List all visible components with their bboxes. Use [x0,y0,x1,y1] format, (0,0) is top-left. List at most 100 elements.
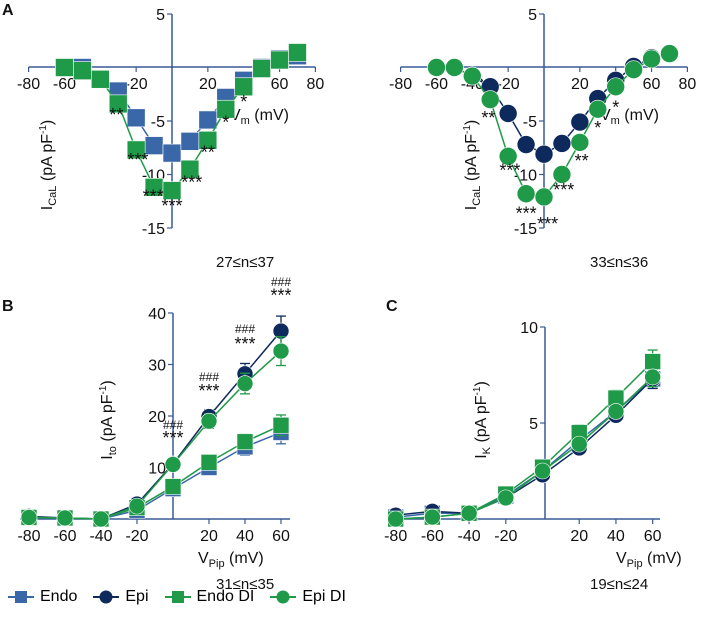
significance-stars: *** [553,180,574,200]
x-tick-label: 40 [607,528,625,545]
significance-stars: ** [481,108,495,128]
data-point-square [252,59,271,78]
square-marker-icon [164,591,191,603]
data-point-circle [497,489,515,507]
data-point-circle [534,187,554,207]
x-label-main: V [616,550,627,567]
legend-item-endo: Endo [8,588,77,606]
data-point-circle [498,147,518,166]
data-point-square [272,416,290,434]
data-point-circle [445,58,464,77]
data-point-square [198,130,218,150]
x-tick-label: -80 [17,528,40,545]
data-point-square [180,159,200,179]
y-axis-label: ICaL (pA pF-1) [38,120,59,210]
n-label-a-endo: 27≤n≤37 [216,254,275,271]
x-tick-label: 80 [679,76,697,93]
data-point-circle [427,58,446,77]
y-axis-label: IK (pA pF-1) [472,381,493,459]
x-tick-label: 20 [570,528,588,545]
significance-stars: *** [143,186,164,206]
y-label-sub: to [107,446,119,455]
x-tick-label: -60 [53,528,76,545]
y-label-end: ) [99,380,116,385]
y-label-unit: (pA pF [463,134,480,186]
data-point-circle [460,504,478,522]
significance-stars: *** [198,381,219,401]
x-tick-label: 60 [643,76,661,93]
data-point-square [164,478,182,495]
series-endo-di [55,43,307,200]
y-tick-label: 5 [528,7,537,24]
x-label-unit: (mV) [620,107,659,124]
data-point-circle [272,342,290,360]
x-tick-label: 60 [644,528,662,545]
legend-label: Endo DI [196,588,255,605]
significance-stars: * [240,92,247,112]
y-tick-label: 40 [148,306,166,323]
x-label-main: V [198,550,209,567]
x-tick-label: -20 [125,76,148,93]
x-label-sub: m [241,115,250,127]
y-label-end: ) [39,120,56,125]
y-label-end: ) [473,381,490,386]
significance-stars: *** [516,203,537,223]
significance-stars: *** [270,286,291,306]
data-point-square [198,110,218,130]
y-tick-label: 10 [520,320,538,337]
series-epi-di [20,336,290,528]
y-label-end: ) [463,120,480,125]
y-label-sub: K [481,446,493,454]
data-point-square [108,94,128,114]
n-label-c: 19≤n≤24 [590,576,649,593]
data-point-circle [516,184,536,204]
data-point-square [216,99,236,119]
data-point-square [180,132,200,151]
y-tick-label: 30 [148,358,166,375]
x-tick-label: 40 [236,528,254,545]
significance-hash: ### [235,322,255,336]
data-point-circle [534,462,551,480]
data-point-square [126,108,146,128]
y-label-sub: CaL [471,186,483,206]
significance-stars: *** [181,172,202,192]
significance-stars: *** [161,196,182,216]
panel-label-c: C [386,298,398,315]
significance-stars: *** [234,334,255,354]
significance-stars: *** [162,428,183,448]
x-tick-label: -20 [125,528,148,545]
x-tick-label: 60 [272,528,290,545]
y-tick-label: 5 [156,7,165,24]
data-point-circle [534,144,554,164]
x-tick-label: -40 [89,528,112,545]
significance-stars: * [222,112,229,132]
significance-stars: * [594,118,601,138]
y-tick-label: -15 [514,221,537,238]
y-tick-label: 20 [148,409,166,426]
data-point-circle [552,165,572,184]
data-point-circle [92,510,110,528]
data-point-circle [570,133,590,152]
x-label-unit: (mV) [225,550,264,567]
y-label-unit: (pA pF [39,134,56,186]
x-tick-label: -80 [389,76,412,93]
legend-item-endo-di: Endo DI [164,588,255,606]
circle-marker-icon [270,590,297,604]
data-point-circle [606,77,626,97]
data-point-square [236,433,254,451]
series-line [395,361,654,520]
legend-item-epi-di: Epi DI [270,588,346,606]
x-tick-label: 20 [571,76,589,93]
data-point-circle [644,368,661,386]
data-point-square [200,454,218,471]
y-label-unit: (pA pF [99,394,116,446]
data-point-circle [424,508,441,526]
significance-stars: * [612,98,619,118]
data-point-square [234,77,253,97]
data-point-circle [607,403,625,420]
data-point-circle [20,509,38,526]
data-point-square [126,140,146,160]
